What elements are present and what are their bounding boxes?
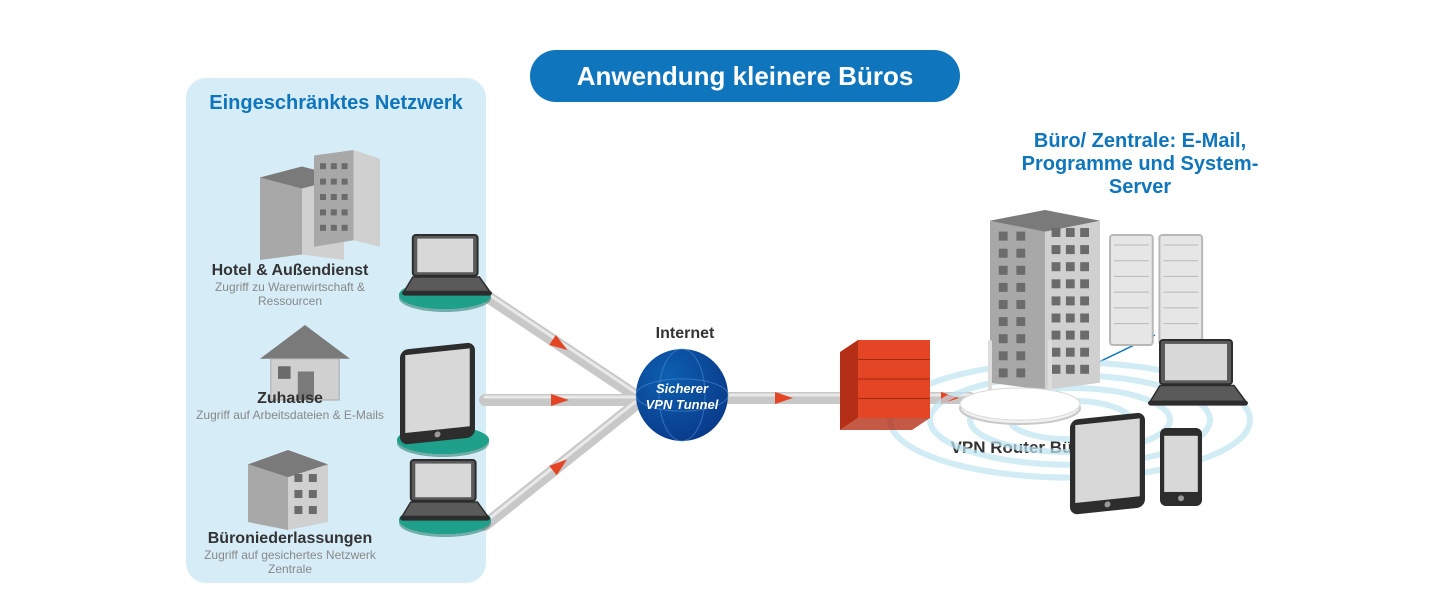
item-home-label: ZuhauseZugriff auf Arbeitsdateien & E-Ma… xyxy=(195,390,385,422)
svg-text:Sicherer: Sicherer xyxy=(656,381,709,396)
diagram-stage: { "canvas":{"w":1438,"h":610,"bg":"#ffff… xyxy=(0,0,1438,610)
svg-text:VPN Tunnel: VPN Tunnel xyxy=(646,397,719,412)
item-hotel-label: Hotel & AußendienstZugriff zu Warenwirts… xyxy=(195,262,385,309)
item-branch-label: BüroniederlassungenZugriff auf gesichert… xyxy=(195,530,385,577)
